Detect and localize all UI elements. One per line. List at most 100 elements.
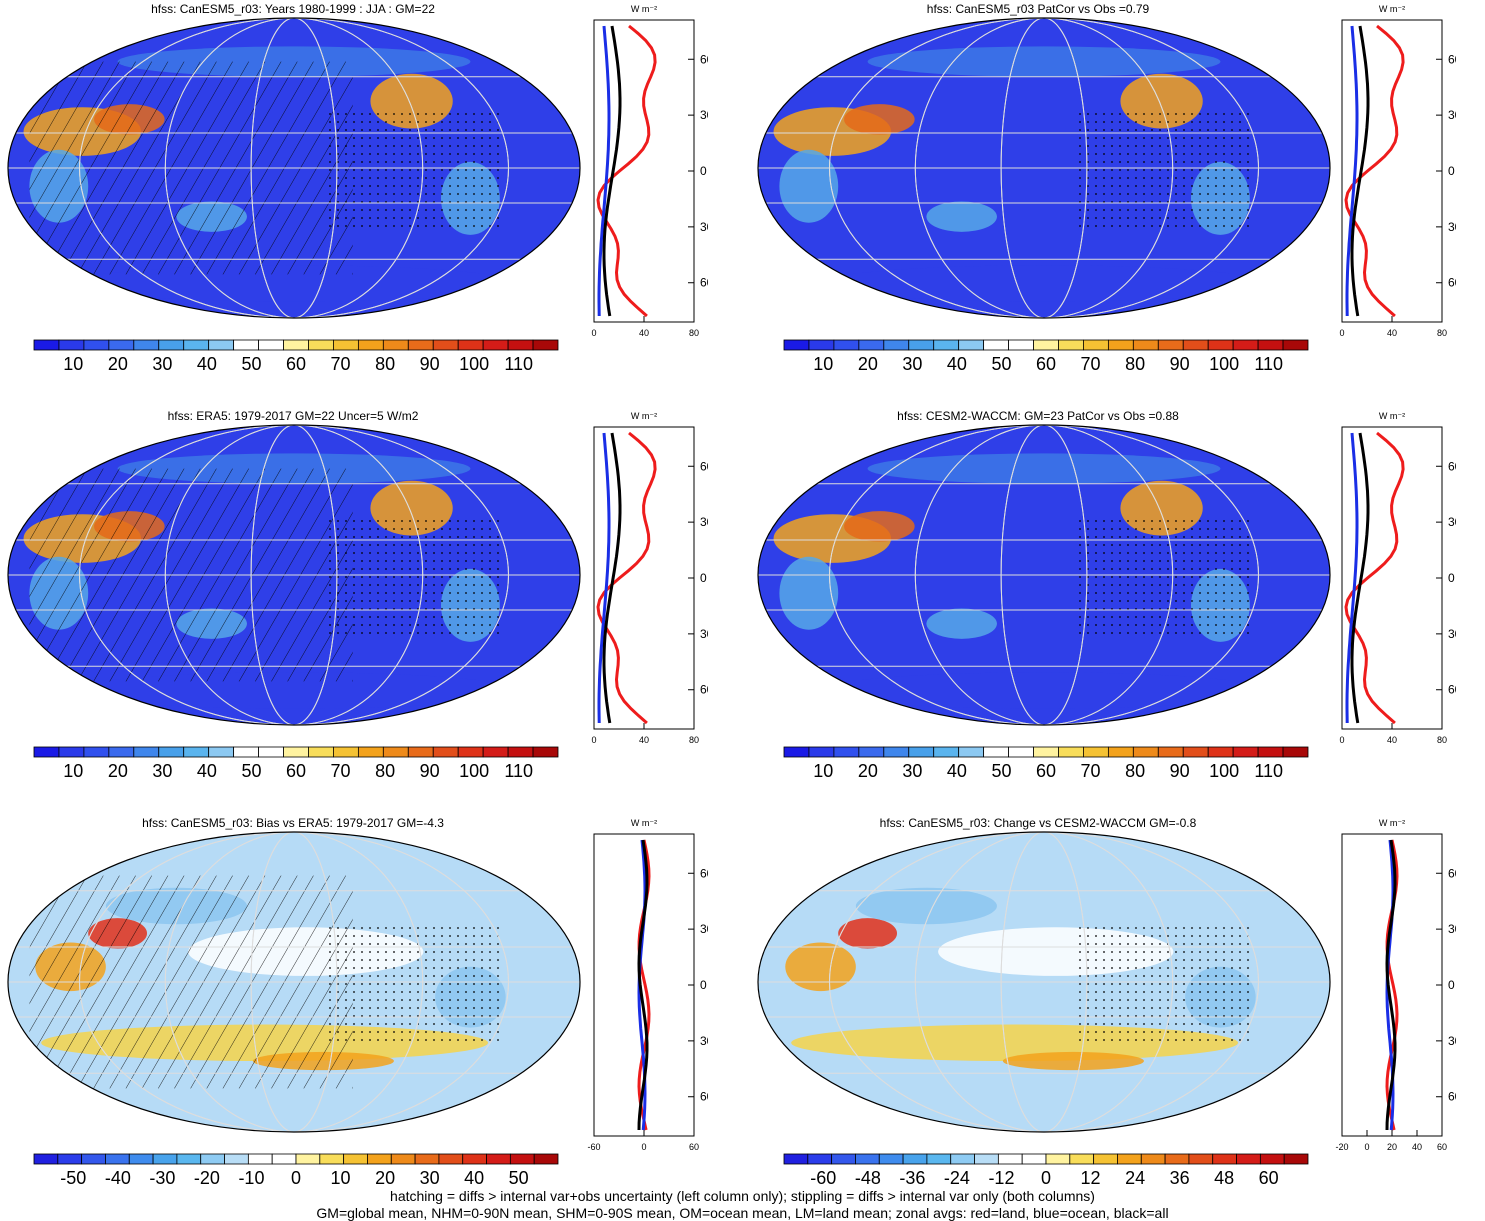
zonal-ocean-curve [1345, 432, 1359, 724]
colorbar-swatch [133, 746, 160, 758]
colorbar-swatch [808, 746, 835, 758]
colorbar-label: -10 [238, 1168, 264, 1188]
colorbar-swatch [33, 1153, 59, 1165]
colorbar-label: 60 [1259, 1168, 1279, 1188]
zonal-ocean-curve [1345, 25, 1359, 317]
value-label: 40 [1412, 1142, 1422, 1152]
colorbar-swatch [233, 746, 259, 758]
colorbar-swatch [58, 339, 85, 351]
colorbar-label: 70 [1081, 354, 1101, 374]
meridian-line [250, 832, 338, 1132]
colorbar-label: 60 [286, 761, 306, 781]
colorbar-swatch [158, 746, 185, 758]
colorbar-swatch [1107, 339, 1134, 351]
colorbar-swatch [382, 746, 409, 758]
colorbar-swatch [1157, 339, 1184, 351]
zonal-all-curve [602, 25, 622, 317]
colorbar-swatch [367, 1153, 392, 1165]
colorbar-swatch [1008, 339, 1034, 351]
colorbar-swatch [1157, 746, 1184, 758]
colorbar-swatch [133, 339, 160, 351]
colorbar-swatch [390, 1153, 416, 1165]
colorbar-swatch [357, 339, 384, 351]
colorbar-swatch [908, 746, 935, 758]
zonal-mean-plot: W m⁻² 60N 30N 0 30S 60S 0 40 80 [1339, 4, 1456, 338]
meridian-line [829, 18, 1259, 318]
colorbar-label: 80 [1125, 761, 1145, 781]
lat-label: 60S [700, 1090, 708, 1104]
meridian-line [79, 832, 509, 1132]
colorbar-label: 12 [1081, 1168, 1101, 1188]
lat-label: 30S [1448, 220, 1456, 234]
colorbar-label: 30 [902, 761, 922, 781]
colorbar-swatch [1182, 746, 1209, 758]
colorbar-swatch [1232, 339, 1259, 351]
colorbar-swatch [1083, 746, 1109, 758]
zonal-frame [1341, 19, 1443, 323]
colorbar-swatch [1033, 339, 1059, 351]
colorbar-label: 40 [197, 761, 217, 781]
colorbar-label: 10 [63, 761, 83, 781]
colorbar-swatch [308, 339, 334, 351]
colorbar-label: 60 [1036, 354, 1056, 374]
field-region [1002, 1051, 1144, 1071]
colorbar-label: 20 [858, 354, 878, 374]
value-label: 0 [591, 735, 596, 745]
colorbar-swatch [200, 1153, 225, 1165]
colorbar-swatch [482, 746, 509, 758]
zonal-mean-plot: W m⁻² 60N 30N 0 30S 60S 0 40 80 [591, 4, 708, 338]
colorbar-label: 70 [1081, 761, 1101, 781]
colorbar-swatch [533, 1153, 559, 1165]
field-region [844, 104, 915, 135]
colorbar-swatch [457, 339, 484, 351]
colorbar-label: 36 [1170, 1168, 1190, 1188]
colorbar-label: 110 [1254, 761, 1283, 781]
colorbar-swatch [407, 339, 434, 351]
colorbar-label: 50 [991, 354, 1011, 374]
value-label: 0 [1364, 1142, 1369, 1152]
colorbar-swatch [432, 339, 459, 351]
colorbar-label: -20 [194, 1168, 220, 1188]
field-region [820, 672, 1268, 709]
colorbar-label: 110 [504, 761, 533, 781]
colorbar-swatch [308, 746, 334, 758]
colorbar-swatch [176, 1153, 202, 1165]
colorbar-swatch [1257, 339, 1284, 351]
lat-label: 60N [700, 52, 708, 66]
lat-label: 60S [1448, 683, 1456, 697]
colorbar-label: 100 [459, 761, 489, 781]
colorbar-swatch [958, 746, 985, 758]
lat-label: 60S [700, 683, 708, 697]
colorbar-swatch [974, 1153, 999, 1165]
colorbar-swatch [486, 1153, 511, 1165]
value-label: 80 [1437, 735, 1447, 745]
value-label: 40 [639, 735, 649, 745]
colorbar-swatch [1207, 746, 1234, 758]
value-label: 80 [689, 735, 699, 745]
colorbar: 10 20 30 40 50 60 70 80 90 100 110 [33, 339, 559, 374]
colorbar-swatch [1232, 746, 1259, 758]
colorbar-label: 10 [331, 1168, 351, 1188]
lat-label: 60S [1448, 1090, 1456, 1104]
world-map [7, 831, 581, 1133]
footnote-line-1: hatching = diffs > internal var+obs unce… [390, 1188, 1095, 1204]
colorbar-label: -12 [988, 1168, 1014, 1188]
colorbar: -60 -48 -36 -24 -12 0 12 24 36 48 60 [783, 1153, 1309, 1188]
colorbar-swatch [926, 1153, 952, 1165]
lat-label: 60N [700, 459, 708, 473]
field-region [838, 918, 897, 949]
lat-label: 30S [700, 1034, 708, 1048]
colorbar-swatch [283, 746, 309, 758]
panel-title: hfss: CanESM5_r03: Bias vs ERA5: 1979-20… [142, 816, 444, 830]
zonal-ocean-curve [597, 432, 611, 724]
world-map [757, 831, 1331, 1133]
colorbar-label: 60 [286, 354, 306, 374]
units-label: W m⁻² [1379, 411, 1405, 421]
colorbar-label: 80 [375, 354, 395, 374]
colorbar-swatch [271, 1153, 297, 1165]
colorbar-swatch [105, 1153, 130, 1165]
meridian-line [164, 425, 424, 725]
lat-label: 60N [1448, 866, 1456, 880]
lat-label: 30N [700, 922, 708, 936]
colorbar-swatch [295, 1153, 321, 1165]
